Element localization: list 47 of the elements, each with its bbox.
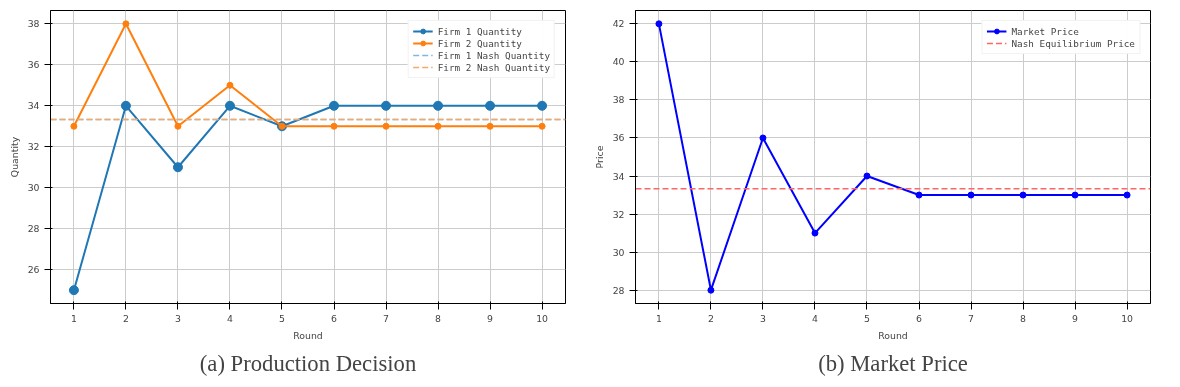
y-tick-label: 36 — [612, 132, 625, 144]
legend-label: Nash Equilibrium Price — [1011, 37, 1135, 49]
x-tick-label: 3 — [759, 312, 766, 324]
x-tick-label: 9 — [487, 312, 494, 324]
legend-label: Market Price — [1011, 25, 1079, 37]
x-tick-label: 2 — [707, 312, 714, 324]
y-tick-label: 32 — [612, 208, 625, 220]
x-tick-label: 4 — [227, 312, 233, 324]
y-tick-label: 38 — [27, 18, 40, 30]
text: (b) Market Price — [818, 350, 968, 376]
y-tick-label: 42 — [612, 18, 625, 30]
x-tick-label: 1 — [70, 312, 77, 324]
x-tick-label: 5 — [864, 312, 871, 324]
y-tick-label: 26 — [27, 264, 40, 276]
x-tick-label: 8 — [435, 312, 442, 324]
y-tick-label: 40 — [612, 56, 625, 68]
y-tick-label: 34 — [27, 100, 40, 112]
y-tick-label: 38 — [612, 94, 625, 106]
x-tick-label: 6 — [331, 312, 338, 324]
y-tick-label: 30 — [27, 182, 40, 194]
y-tick-label: 28 — [612, 284, 625, 296]
text: (a) Production Decision — [199, 350, 417, 376]
x-tick-label: 3 — [174, 312, 181, 324]
x-axis-title: Round — [293, 329, 323, 341]
y-tick-label: 28 — [27, 223, 40, 235]
y-tick-label: 34 — [612, 170, 625, 182]
x-tick-label: 10 — [1121, 312, 1134, 324]
x-tick-label: 9 — [1072, 312, 1079, 324]
x-tick-label: 2 — [122, 312, 129, 324]
x-tick-label: 5 — [279, 312, 286, 324]
legend-label: Firm 2 Nash Quantity — [437, 61, 550, 73]
legend-label: Firm 2 Quantity — [437, 37, 522, 49]
x-tick-label: 1 — [655, 312, 662, 324]
y-tick-label: 36 — [27, 59, 40, 71]
y-axis-title: Quantity — [8, 136, 20, 178]
x-axis-title: Round — [878, 329, 908, 341]
legend-label: Firm 1 Nash Quantity — [437, 49, 550, 61]
x-tick-label: 7 — [968, 312, 975, 324]
y-tick-label: 32 — [27, 141, 40, 153]
x-tick-label: 10 — [536, 312, 549, 324]
y-tick-label: 30 — [612, 246, 625, 258]
legend-label: Firm 1 Quantity — [437, 25, 522, 37]
x-tick-label: 4 — [812, 312, 818, 324]
x-tick-label: 6 — [916, 312, 923, 324]
y-axis-title: Price — [593, 145, 605, 169]
x-tick-label: 8 — [1020, 312, 1027, 324]
x-tick-label: 7 — [383, 312, 390, 324]
